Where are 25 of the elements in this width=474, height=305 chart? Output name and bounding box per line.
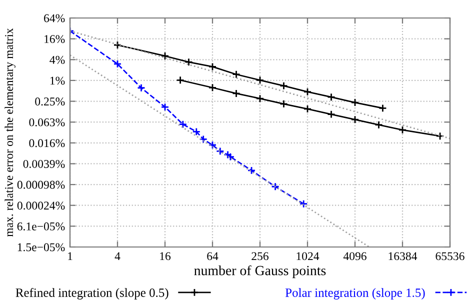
y-tick-label: 16% <box>44 35 65 44</box>
legend-label: Refined integration (slope 0.5) <box>16 288 168 300</box>
y-tick-label: 0.00098% <box>17 180 65 189</box>
x-tick-label: 4096 <box>343 252 366 260</box>
x-tick-label: 1024 <box>296 252 320 260</box>
y-tick-label: 1.5e−05% <box>18 243 65 252</box>
y-axis-title: max. relative error on the elementary matrix <box>4 28 16 237</box>
y-tick-label: 4% <box>50 56 65 64</box>
x-tick-label: 16384 <box>388 252 418 260</box>
x-tick-label: 65536 <box>436 252 464 260</box>
x-tick-label: 16 <box>160 252 171 260</box>
x-tick-label: 1 <box>68 252 72 260</box>
y-tick-label: 6.1e−05% <box>17 222 65 230</box>
x-tick-label: 4 <box>114 252 120 260</box>
x-tick-label: 256 <box>252 252 268 260</box>
x-axis-title: number of Gauss points <box>194 265 326 278</box>
y-tick-label: 0.25% <box>35 98 65 106</box>
y-tick-label: 0.016% <box>29 139 65 148</box>
y-tick-label: 1% <box>50 76 65 85</box>
y-tick-label: 0.063% <box>29 118 65 126</box>
legend-label: Polar integration (slope 1.5) <box>285 288 425 300</box>
y-tick-label: 64% <box>44 14 65 22</box>
y-tick-label: 0.00024% <box>17 202 65 210</box>
x-tick-label: 64 <box>207 252 218 260</box>
y-tick-label: 0.0039% <box>23 160 65 168</box>
